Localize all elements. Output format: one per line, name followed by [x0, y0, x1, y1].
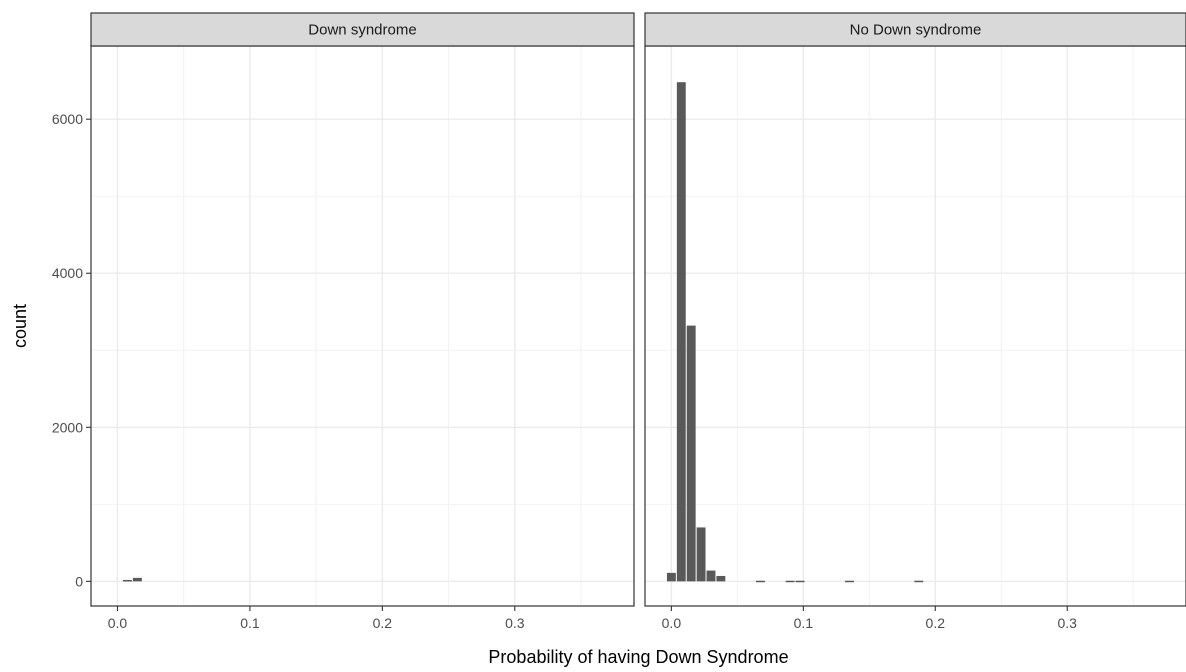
histogram-bar	[716, 575, 726, 582]
histogram-bar	[676, 82, 686, 582]
panel-background	[645, 46, 1186, 606]
facet-strip	[644, 12, 1186, 47]
facet-label: No Down syndrome	[850, 22, 982, 39]
histogram-bar	[696, 527, 706, 582]
histogram-bar	[785, 580, 795, 583]
x-tick-label: 0.0	[108, 615, 128, 631]
x-tick-label: 0.2	[373, 615, 393, 631]
panel-background	[91, 46, 634, 606]
x-tick-label: 0.3	[505, 615, 525, 631]
histogram-bar	[706, 570, 716, 582]
x-axis-title: Probability of having Down Syndrome	[488, 647, 788, 667]
histogram-bar	[756, 580, 765, 583]
histogram-bar	[914, 580, 924, 583]
facet-panel-0: Down syndrome 0.0 0.1 0.2 0.3	[90, 12, 635, 631]
x-tick-label: 0.2	[926, 615, 946, 631]
facet-panel-1: No Down syndrome 0.0 0.1 0.2 0.3	[644, 12, 1186, 631]
histogram-bar	[845, 580, 854, 583]
histogram-bar	[132, 577, 142, 582]
y-tick-label: 4000	[52, 265, 83, 281]
x-tick-label: 0.1	[240, 615, 260, 631]
facet-strip	[90, 12, 635, 47]
y-tick-label: 2000	[52, 419, 83, 435]
histogram-bar	[686, 325, 696, 582]
x-tick-label: 0.1	[794, 615, 814, 631]
facet-label: Down syndrome	[308, 22, 416, 39]
y-axis-title: count	[10, 304, 30, 348]
y-tick-label: 6000	[52, 111, 83, 127]
histogram-bar	[795, 580, 805, 583]
histogram-bar	[122, 579, 132, 582]
x-tick-label: 0.0	[662, 615, 682, 631]
y-tick-label: 0	[75, 573, 83, 589]
x-tick-label: 0.3	[1058, 615, 1078, 631]
histogram-bar	[666, 572, 676, 582]
